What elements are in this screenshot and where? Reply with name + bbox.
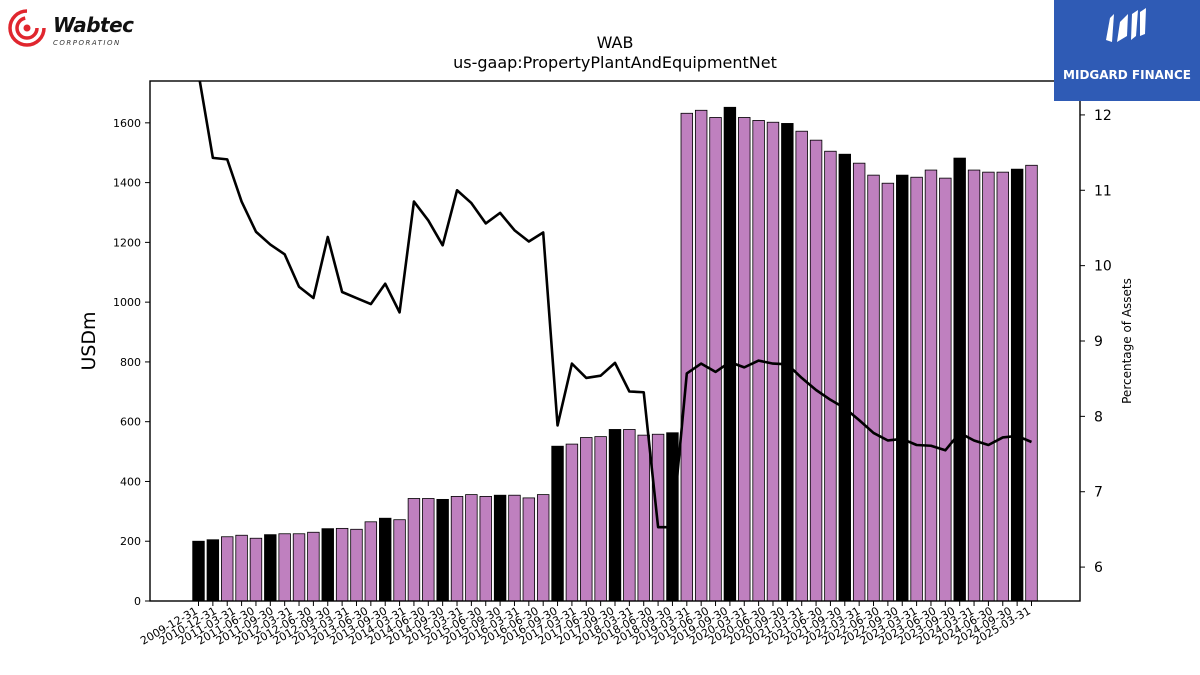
bar (838, 153, 851, 602)
bar (551, 445, 564, 602)
bar (221, 536, 234, 602)
bar (637, 434, 650, 602)
midgard-finance-logo: MIDGARD FINANCE (1054, 0, 1200, 101)
bar (192, 540, 205, 602)
bar (809, 139, 823, 602)
bar (235, 534, 248, 602)
wabtec-logo-subtext: CORPORATION (53, 39, 121, 47)
bar (709, 117, 722, 602)
y-axis-label: USDm (78, 311, 100, 370)
chart-title: WAB (597, 33, 634, 52)
bar (278, 533, 291, 602)
y2-tick-label: 6 (1094, 560, 1103, 576)
y2-tick-label: 12 (1094, 108, 1112, 124)
bar (1010, 168, 1024, 602)
bar (321, 528, 334, 602)
bar (364, 521, 378, 602)
bar (795, 130, 808, 602)
bar (781, 123, 794, 602)
bar (1025, 164, 1038, 602)
bar (292, 533, 306, 602)
y2-axis-label: Percentage of Assets (1120, 278, 1134, 404)
bar (249, 537, 263, 602)
bar (881, 182, 895, 602)
bar (422, 498, 435, 602)
bar (896, 174, 909, 602)
bar (953, 157, 966, 602)
y-tick-label: 0 (134, 595, 141, 608)
bar (967, 169, 981, 602)
bar (680, 112, 694, 602)
y2-tick-label: 7 (1094, 485, 1103, 501)
bar (335, 527, 349, 602)
y-tick-label: 1400 (113, 177, 141, 190)
bar (379, 517, 392, 602)
y-tick-label: 200 (120, 535, 141, 548)
bar (996, 171, 1009, 602)
wabtec-logo: Wabtec CORPORATION (6, 6, 146, 52)
wabtec-swirl-icon (8, 9, 46, 47)
bar (479, 495, 492, 602)
bar (924, 169, 938, 602)
y2-tick-label: 9 (1094, 334, 1103, 350)
bar (407, 498, 421, 602)
bar (565, 443, 579, 602)
y-tick-label: 400 (120, 475, 141, 488)
bar (982, 171, 995, 602)
bar (465, 494, 478, 602)
bar (694, 109, 708, 602)
bar (508, 494, 521, 602)
bar (939, 177, 952, 602)
y-tick-label: 800 (120, 356, 141, 369)
bar (852, 162, 866, 602)
bar (493, 494, 507, 602)
bars (192, 106, 1038, 602)
y2-tick-label: 10 (1094, 259, 1112, 275)
midgard-emblem-icon (1106, 8, 1146, 42)
y-tick-label: 1600 (113, 117, 141, 130)
axes: 0200400600800100012001400160067891011122… (113, 80, 1112, 648)
bar (910, 176, 923, 602)
bar (738, 117, 751, 602)
bar (436, 498, 449, 602)
bar (450, 495, 464, 602)
y-tick-label: 1000 (113, 296, 141, 309)
bar (723, 106, 737, 602)
bar (393, 519, 406, 602)
bar (623, 429, 636, 602)
bar (264, 534, 277, 602)
y-tick-label: 600 (120, 416, 141, 429)
y2-tick-label: 11 (1094, 183, 1112, 199)
pct-of-assets-line (198, 81, 1033, 529)
bar (580, 437, 593, 602)
chart-subtitle: us-gaap:PropertyPlantAndEquipmentNet (453, 53, 777, 72)
bar (522, 497, 536, 602)
bar (608, 429, 622, 602)
midgard-logo-text: MIDGARD FINANCE (1063, 68, 1191, 82)
y-tick-label: 1200 (113, 236, 141, 249)
line-series (198, 81, 1033, 529)
bar (350, 528, 363, 602)
y2-tick-label: 8 (1094, 409, 1103, 425)
bar (307, 531, 320, 602)
bar (867, 174, 880, 602)
bar (206, 539, 220, 602)
bar (594, 436, 607, 602)
bar (536, 494, 550, 602)
wabtec-logo-text: Wabtec (53, 13, 134, 37)
bar (824, 150, 837, 602)
